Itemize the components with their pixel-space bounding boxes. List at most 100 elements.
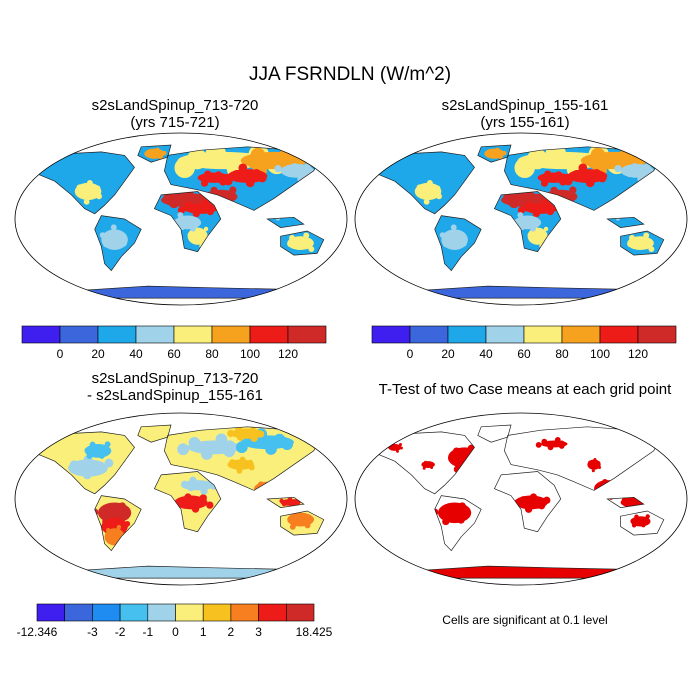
cbar3-swatch-9 [285, 603, 315, 622]
map4-coast-northAmerica [377, 431, 475, 495]
cbar3-swatch-0 [36, 603, 66, 622]
map4-speck-6-5 [535, 441, 542, 448]
map2-speck-2-3 [545, 145, 567, 165]
map1-coast-greenland [137, 144, 172, 163]
map4-speck-0-5 [458, 502, 466, 510]
map1-speck-11-0 [308, 246, 315, 253]
cbar1-swatch-4 [173, 325, 213, 344]
map4-speck-6-1 [554, 437, 561, 443]
map2-speck-6-0 [524, 201, 533, 209]
map1-speck-11-3 [289, 234, 295, 241]
map4-speck-6-0 [541, 438, 548, 445]
map1-speck-14-3 [285, 206, 291, 211]
map2-speck-5-3 [567, 193, 575, 201]
map1-speck-15-2 [303, 163, 311, 171]
cbar3-tick-4: 0 [172, 625, 179, 639]
map4-speck-3-2 [452, 447, 461, 455]
map3-speck-6-0 [188, 436, 201, 449]
map4-coast-indonesia [606, 496, 645, 508]
map1-speck-16-1 [155, 147, 160, 153]
map2-speck-6-4 [532, 209, 540, 218]
map3-cell-3 [254, 481, 281, 496]
cbar1-swatch-1 [59, 325, 99, 344]
map1-speck-5-1 [210, 186, 218, 195]
map3-speck-10-1 [200, 487, 208, 495]
map-panel-3 [14, 412, 348, 586]
map4-speck-1-4 [529, 493, 538, 501]
map2-speck-10-3 [527, 232, 533, 237]
map4-speck-4-3 [644, 496, 651, 503]
map2-speck-10-5 [543, 226, 549, 232]
map4-speck-9-3 [588, 464, 592, 468]
map1-field [38, 145, 321, 253]
map3-speck-13-4 [256, 430, 265, 438]
panel2-title: s2sLandSpinup_155-161 (yrs 155-161) [370, 97, 680, 131]
map1-speck-6-3 [206, 207, 214, 216]
map3-coast-indonesia [266, 496, 305, 508]
cbar3-swatch-3 [119, 603, 149, 622]
map1-speck-8-5 [204, 170, 212, 178]
map2-speck-11-2 [627, 241, 634, 248]
map2-coast-africa [493, 191, 562, 253]
cbar2-swatch-5 [561, 325, 601, 344]
map2-speck-12-5 [460, 240, 467, 247]
map4-coast-africa [493, 471, 562, 533]
map3-speck-11-0 [120, 542, 125, 547]
map1-speck-14-0 [269, 210, 274, 216]
map1-cell-14 [270, 203, 291, 218]
map1-speck-16-4 [149, 154, 155, 159]
cbar3-tick-0: -12.346 [17, 625, 58, 639]
map1-coast-northAmerica [37, 151, 135, 215]
map3-speck-8-4 [289, 516, 296, 523]
map1-coast-southAmerica [94, 215, 142, 272]
cbar2-swatch-1 [409, 325, 449, 344]
map2-speck-9-1 [436, 193, 442, 200]
map1-coast-australia [280, 230, 325, 256]
map1-speck-12-2 [99, 232, 106, 239]
panel4-title-line1: T-Test of two Case means at each grid po… [378, 381, 672, 398]
map4-speck-1-2 [508, 501, 517, 510]
map1-speck-7-2 [257, 173, 267, 183]
map2-speck-0-5 [421, 156, 436, 170]
map4-speck-4-1 [621, 497, 628, 504]
map4-speck-9-4 [588, 460, 592, 464]
map4-speck-0-2 [442, 517, 450, 526]
cbar1-swatch-7 [287, 325, 327, 344]
map4-speck-3-4 [480, 452, 489, 461]
map3-speck-2-0 [191, 505, 200, 513]
map1-speck-16-0 [148, 149, 153, 154]
map4-speck-10-5 [398, 442, 402, 446]
map4-speck-8-3 [422, 466, 426, 470]
map3-speck-5-2 [104, 441, 111, 448]
map2-speck-14-0 [609, 210, 614, 216]
map3-speck-13-2 [234, 425, 243, 432]
map3-speck-8-1 [308, 516, 315, 523]
map1-speck-0-4 [60, 157, 74, 171]
cbar2-tick-6: 120 [628, 347, 648, 361]
map2-speck-13-3 [529, 216, 536, 222]
map3-speck-4-3 [104, 458, 114, 468]
map3-speck-11-3 [106, 528, 111, 533]
map2-speck-3-2 [590, 147, 606, 163]
cbar2-swatch-7 [637, 325, 677, 344]
map1-speck-13-0 [179, 224, 186, 231]
map1-speck-11-1 [295, 244, 301, 250]
map2-speck-12-4 [458, 233, 465, 240]
map1-antarctica [48, 286, 314, 299]
map3-speck-13-0 [236, 433, 245, 441]
map2-speck-15-5 [625, 169, 634, 178]
map2-speck-1-3 [443, 160, 451, 168]
map2-speck-12-3 [450, 224, 457, 231]
map1-speck-4-2 [181, 187, 194, 200]
cbar3-tick-8: 18.425 [296, 625, 333, 639]
map2-speck-6-3 [546, 207, 554, 216]
map4-speck-4-5 [630, 503, 637, 510]
cbar2-tick-2: 40 [479, 347, 493, 361]
map3-speck-11-2 [104, 535, 109, 541]
map4-speck-10-1 [395, 449, 399, 453]
map3-speck-12-2 [279, 498, 284, 504]
cbar3-swatch-5 [175, 603, 204, 622]
map1-speck-16-5 [144, 151, 149, 157]
map-panel-4 [354, 412, 688, 586]
cbar3-swatch-4 [147, 603, 176, 622]
